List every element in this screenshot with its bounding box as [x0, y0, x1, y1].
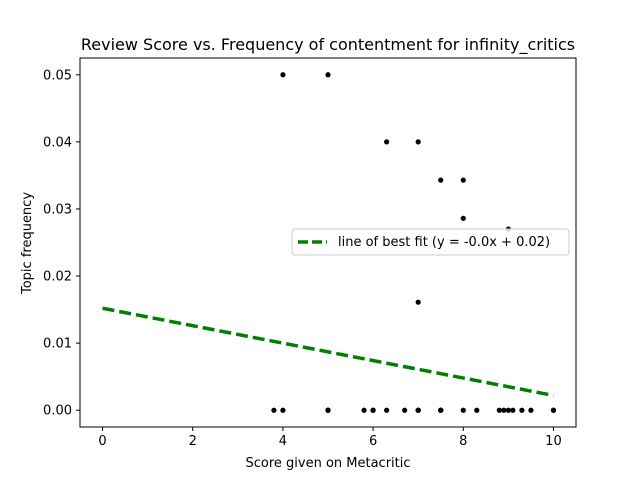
y-tick-label: 0.00: [43, 404, 72, 419]
legend-fit-label: line of best fit (y = -0.0x + 0.02): [338, 235, 550, 250]
y-tick-label: 0.03: [43, 202, 72, 217]
data-point: [460, 215, 466, 221]
data-point: [370, 407, 376, 413]
data-point: [528, 407, 534, 413]
data-point: [361, 407, 367, 413]
data-point: [438, 407, 444, 413]
data-point: [510, 407, 516, 413]
data-point: [402, 407, 408, 413]
data-point: [325, 407, 331, 413]
data-point: [271, 407, 277, 413]
data-point: [460, 177, 466, 183]
data-point: [325, 72, 331, 78]
data-point: [438, 177, 444, 183]
data-point: [280, 72, 286, 78]
plot-area: [102, 72, 557, 413]
data-point: [384, 139, 390, 145]
x-tick-label: 8: [459, 434, 467, 449]
x-axis: 0 2 4 6 8 10: [98, 427, 562, 449]
data-point: [550, 407, 557, 413]
x-tick-label: 0: [98, 434, 106, 449]
x-tick-label: 2: [189, 434, 197, 449]
data-point: [384, 407, 390, 413]
data-point: [415, 299, 421, 305]
data-point: [501, 407, 507, 413]
data-point: [496, 407, 502, 413]
y-tick-label: 0.01: [43, 337, 72, 352]
x-tick-label: 6: [369, 434, 377, 449]
y-tick-label: 0.05: [43, 68, 72, 83]
x-axis-label: Score given on Metacritic: [245, 456, 410, 471]
y-axis: 0.00 0.01 0.02 0.03 0.04 0.05: [43, 68, 80, 419]
chart-title: Review Score vs. Frequency of contentmen…: [81, 35, 575, 55]
y-axis-label: Topic frequency: [20, 192, 35, 295]
legend-box: [291, 228, 570, 256]
x-tick-label: 10: [545, 434, 562, 449]
best-fit-line: [102, 306, 554, 398]
plot-frame: [79, 57, 577, 428]
y-tick-label: 0.02: [43, 270, 72, 285]
data-point: [460, 407, 466, 413]
x-tick-label: 4: [279, 434, 287, 449]
data-point: [280, 407, 286, 413]
data-point: [519, 407, 525, 413]
data-point: [415, 139, 421, 145]
data-point: [415, 407, 421, 413]
data-point: [474, 407, 480, 413]
legend: line of best fit (y = -0.0x + 0.02): [291, 228, 570, 256]
y-tick-label: 0.04: [43, 135, 72, 150]
data-point: [505, 407, 511, 413]
